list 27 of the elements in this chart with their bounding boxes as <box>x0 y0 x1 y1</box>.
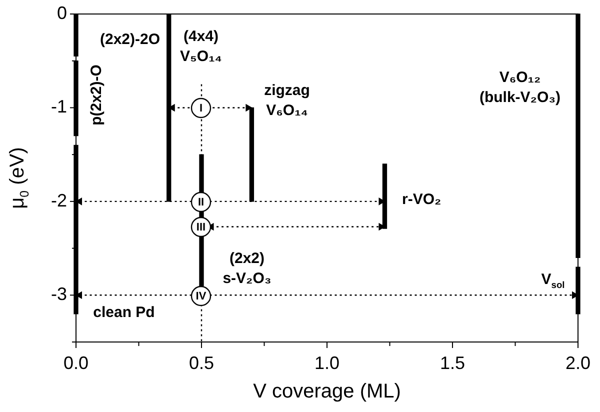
y-tick-label: 0 <box>56 2 68 23</box>
y-tick-label: -2 <box>50 190 68 210</box>
y-axis-title: μ0 (eV) <box>6 147 32 209</box>
x-tick-label: 0.0 <box>63 352 89 373</box>
annotation: clean Pd <box>93 304 155 322</box>
x-axis-title: V coverage (ML) <box>253 380 401 403</box>
annotation: r-VO₂ <box>402 191 442 208</box>
annotation: II <box>198 196 204 209</box>
x-tick-label: 1.0 <box>314 352 340 373</box>
x-tick-label: 1.5 <box>440 352 466 373</box>
annotation: p(2x2)-O <box>88 64 106 126</box>
annotation: V₅O₁₄ <box>180 48 222 66</box>
annotation: III <box>196 222 206 234</box>
annotation: IV <box>196 290 207 303</box>
annotation: zigzag <box>264 82 310 100</box>
annotation: V₆O₁₂ <box>499 69 541 86</box>
y-tick-label: -3 <box>50 284 68 304</box>
y-tick-label: -1 <box>50 96 68 117</box>
annotation: (2x2)-2O <box>100 31 160 48</box>
annotation: s-V₂O₃ <box>222 270 272 288</box>
annotation: (4x4) <box>183 28 219 46</box>
annotation: V₆O₁₄ <box>266 102 308 120</box>
x-tick-label: 0.5 <box>188 352 214 373</box>
x-tick-label: 2.0 <box>565 352 591 373</box>
bar <box>382 164 388 229</box>
annotation: (bulk-V₂O₃) <box>479 89 561 106</box>
annotation: (2x2) <box>229 250 265 268</box>
